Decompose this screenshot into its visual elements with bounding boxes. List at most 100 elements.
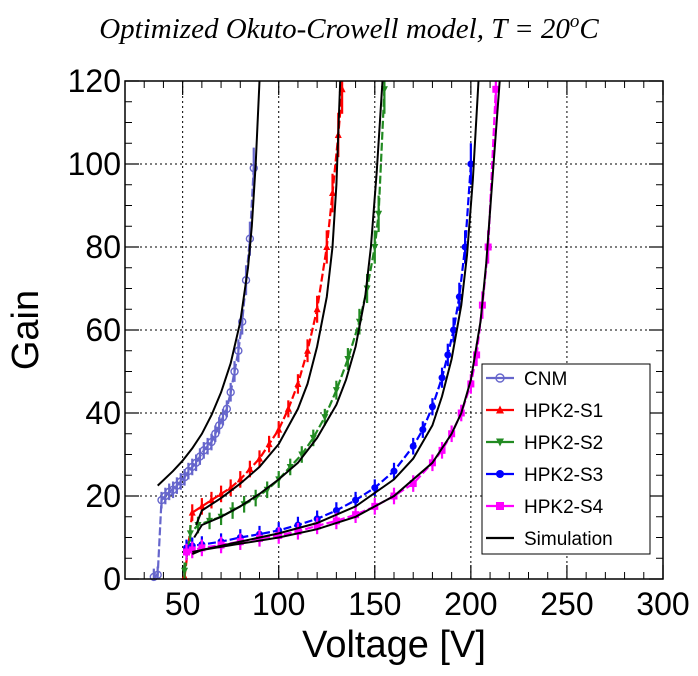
data-point <box>419 426 427 434</box>
y-tick-label: 100 <box>68 146 121 182</box>
legend-item: HPK2-S4 <box>486 497 604 518</box>
data-point <box>186 530 194 538</box>
simulation-curve <box>192 80 501 553</box>
data-point <box>181 567 189 575</box>
title-unit: C <box>579 13 599 45</box>
data-point <box>222 404 232 414</box>
legend-label: CNM <box>524 369 567 390</box>
data-point <box>409 442 417 450</box>
series-simulation <box>157 80 501 556</box>
y-tick-label: 120 <box>68 63 121 99</box>
y-tick-label: 80 <box>85 229 121 265</box>
legend-label: HPK2-S3 <box>524 465 603 486</box>
data-point <box>275 425 283 433</box>
data-point <box>467 160 475 168</box>
data-point <box>309 434 317 442</box>
data-point <box>238 317 247 326</box>
data-point <box>207 496 215 504</box>
x-axis-label: Voltage [V] <box>302 624 486 666</box>
data-point <box>352 511 360 519</box>
data-point <box>371 484 379 492</box>
data-point <box>294 527 302 535</box>
legend-label: HPK2-S1 <box>524 401 603 422</box>
data-point <box>226 388 235 397</box>
data-point <box>265 440 273 448</box>
data-point <box>188 508 196 516</box>
data-point <box>492 85 500 93</box>
legend-label: HPK2-S2 <box>524 433 603 454</box>
data-point <box>375 210 383 218</box>
legend-item: CNM <box>486 369 567 390</box>
legend-label: Simulation <box>524 529 613 550</box>
legend-marker <box>496 502 504 510</box>
axis-ticks <box>124 80 664 580</box>
title-main: Optimized Okuto-Crowell model, T = 20 <box>99 13 570 45</box>
data-point <box>198 502 206 510</box>
legend-item: HPK2-S1 <box>486 401 603 422</box>
x-tick-label: 150 <box>348 586 401 622</box>
legend-label: HPK2-S4 <box>524 497 604 518</box>
x-tick-label: 50 <box>165 586 201 622</box>
data-point <box>234 346 243 355</box>
simulation-curve <box>157 80 261 487</box>
data-point <box>313 522 321 530</box>
data-point <box>450 326 458 334</box>
chart-title: Optimized Okuto-Crowell model, T = 20oC <box>99 11 599 45</box>
y-tick-label: 20 <box>85 478 121 514</box>
x-tick-label: 200 <box>444 586 497 622</box>
legend: CNM HPK2-S1 HPK2-S2 HPK2-S3 HPK2-S4 Simulatio… <box>481 363 651 555</box>
x-tick-label: 300 <box>636 586 689 622</box>
data-point <box>332 517 340 525</box>
data-point <box>286 463 294 471</box>
legend-item: HPK2-S3 <box>486 465 603 486</box>
data-point <box>249 163 258 173</box>
data-point <box>182 548 190 556</box>
data-point <box>275 531 283 539</box>
data-point <box>438 446 446 454</box>
data-point <box>284 404 292 412</box>
data-point <box>467 380 475 388</box>
legend-marker <box>496 438 504 447</box>
data-point <box>321 414 329 422</box>
data-point <box>352 496 360 504</box>
data-point <box>344 356 352 364</box>
data-point <box>438 374 446 382</box>
data-point <box>246 465 254 473</box>
tick-labels: 50 100 150 200 250 300 0 20 40 60 80 100 120 <box>68 63 690 622</box>
data-point <box>236 475 244 483</box>
data-point <box>313 305 321 313</box>
data-point <box>332 387 340 395</box>
simulation-curve <box>195 80 342 526</box>
legend-box <box>481 363 651 555</box>
data-point <box>428 403 436 411</box>
data-point <box>332 507 340 515</box>
legend-marker <box>496 405 504 414</box>
data-point <box>473 351 481 359</box>
data-point <box>298 451 306 459</box>
series-line <box>186 163 472 549</box>
title-superscript: o <box>570 11 580 32</box>
series-cnm <box>149 147 258 582</box>
data-point <box>323 243 331 250</box>
data-point <box>444 351 452 359</box>
data-point <box>188 546 196 554</box>
plot-frame <box>124 80 664 580</box>
data-point <box>230 367 239 376</box>
data-point <box>217 489 225 497</box>
y-tick-label: 40 <box>85 395 121 431</box>
legend-item: Simulation <box>486 529 613 550</box>
y-tick-label: 60 <box>85 312 121 348</box>
y-axis-label: Gain <box>5 290 47 370</box>
data-point <box>294 379 302 387</box>
simulation-curve <box>191 80 480 556</box>
data-point <box>390 467 398 475</box>
data-point <box>409 480 417 488</box>
legend-marker <box>495 373 505 383</box>
x-tick-label: 250 <box>540 586 593 622</box>
legend-marker <box>496 470 504 478</box>
y-tick-label: 0 <box>103 561 121 597</box>
simulation-curve <box>193 80 384 539</box>
data-point <box>371 244 379 251</box>
